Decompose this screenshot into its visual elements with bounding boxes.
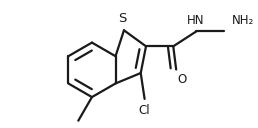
Text: HN: HN bbox=[187, 14, 204, 27]
Text: O: O bbox=[177, 73, 186, 86]
Text: Cl: Cl bbox=[139, 104, 150, 117]
Text: NH₂: NH₂ bbox=[231, 14, 254, 27]
Text: S: S bbox=[118, 12, 126, 25]
